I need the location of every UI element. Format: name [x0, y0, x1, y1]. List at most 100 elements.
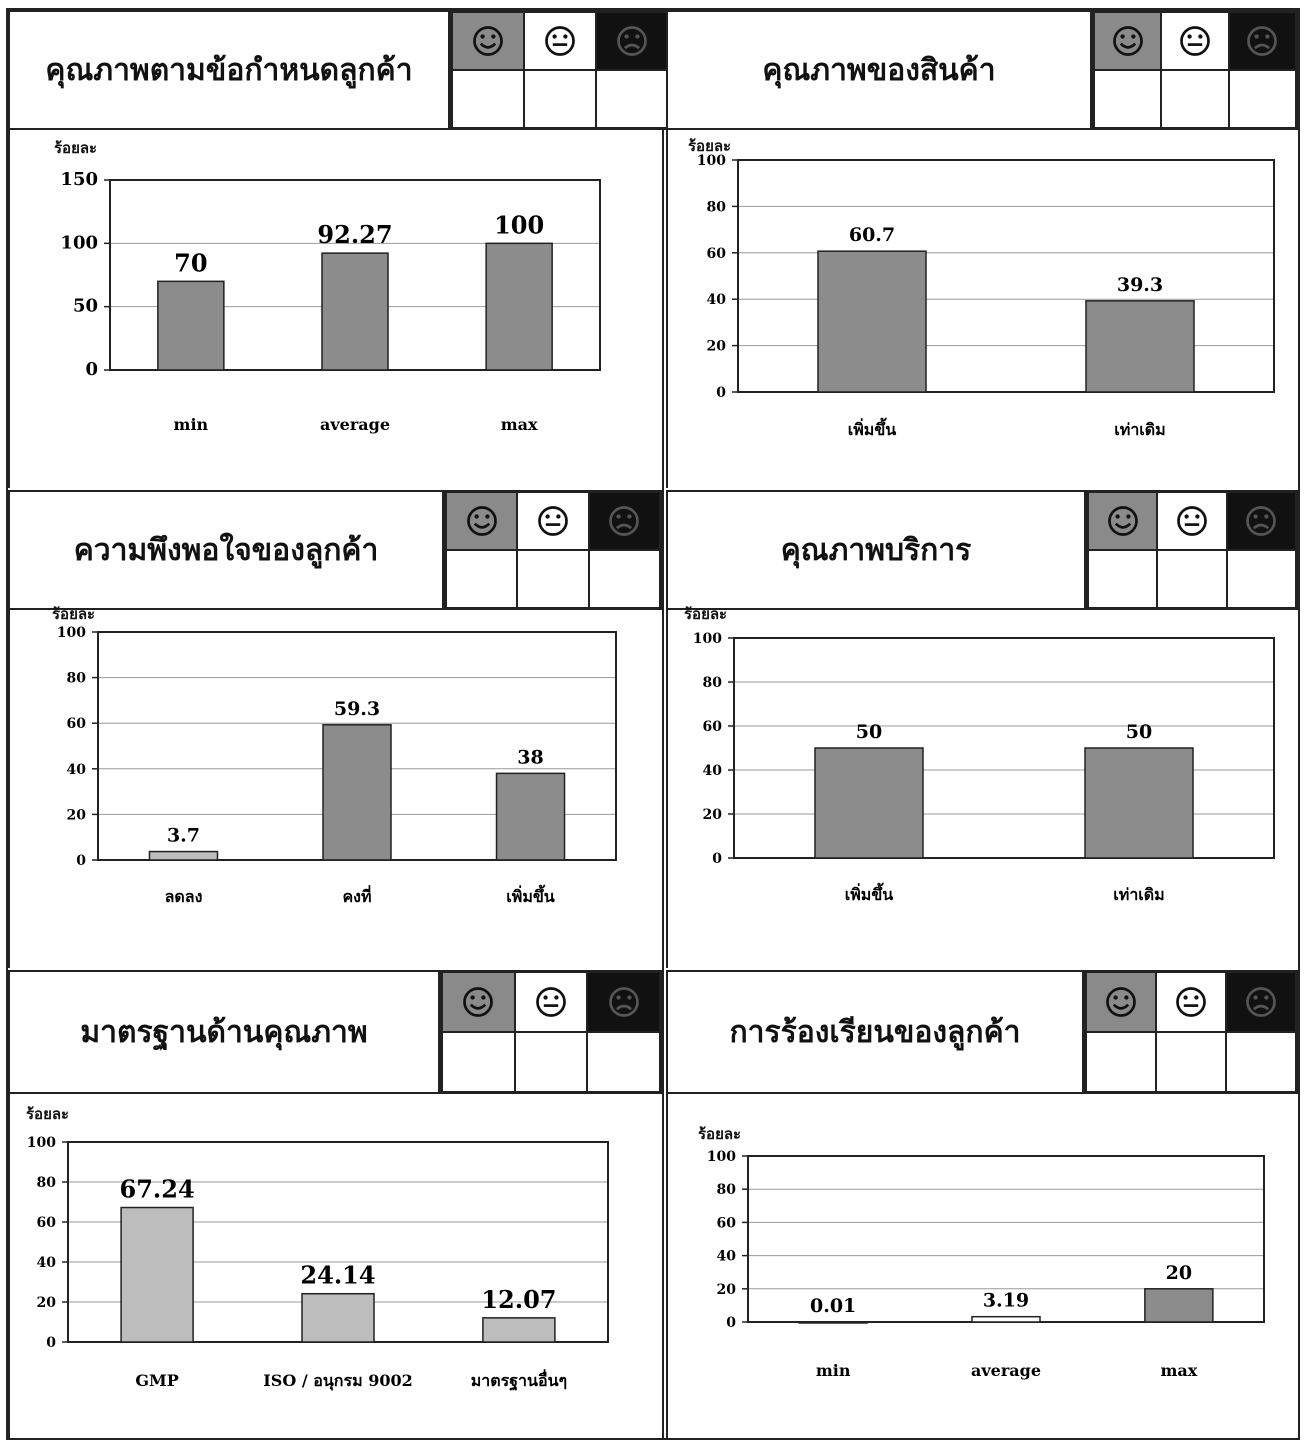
rating-mark-cell — [1157, 550, 1227, 608]
panel-header: คุณภาพตามข้อกำหนดลูกค้า — [8, 10, 450, 130]
category-label: max — [1160, 1361, 1197, 1380]
y-tick-label: 150 — [60, 169, 98, 190]
rating-mark-cell — [1088, 550, 1158, 608]
happy-face-icon-cell — [446, 492, 518, 550]
plot-frame — [737, 159, 1275, 393]
y-tick-label: 20 — [707, 339, 727, 355]
chart-panel: การร้องเรียนของลูกค้า ร้อยละ 0 20 40 60 80 100 0… — [666, 970, 1300, 1440]
category-label: คงที่ — [342, 885, 371, 906]
chart-panel: คุณภาพของสินค้า ร้อยละ 0 20 40 60 80 100 60.7 เพิ… — [666, 10, 1300, 488]
y-axis-label: ร้อยละ — [26, 1105, 70, 1123]
data-label: 50 — [856, 721, 882, 743]
rating-mark-cell — [1094, 70, 1162, 128]
sad-face-icon-cell — [1226, 492, 1296, 550]
y-tick-label: 40 — [703, 763, 723, 779]
y-tick-label: 80 — [703, 675, 723, 691]
data-label: 50 — [1126, 721, 1152, 743]
data-label: 0.01 — [810, 1295, 856, 1317]
bar-chart: 0 20 40 60 80 100 67.24 GMP 24.14 ISO / อนุกรม 90… — [27, 1135, 609, 1391]
happy-face-icon — [1107, 506, 1138, 536]
data-label: 70 — [174, 248, 207, 277]
sad-face-icon-cell — [587, 972, 660, 1032]
category-label: ISO / อนุกรม 9002 — [263, 1371, 412, 1391]
panel-header: คุณภาพบริการ — [666, 490, 1086, 610]
category-label: GMP — [135, 1371, 178, 1390]
data-label: 100 — [494, 210, 544, 239]
bar — [1144, 1288, 1214, 1323]
rating-face-grid — [450, 10, 670, 130]
category-label: max — [501, 415, 538, 434]
y-tick-label: 60 — [67, 716, 87, 732]
rating-face-grid — [444, 490, 662, 610]
y-tick-label: 0 — [726, 1315, 736, 1331]
panel-header: ความพึงพอใจของลูกค้า — [8, 490, 444, 610]
happy-face-icon-cell — [1086, 972, 1156, 1032]
neutral-face-icon-cell — [524, 12, 596, 70]
rating-face-grid — [1084, 970, 1298, 1094]
rating-mark-cell — [1226, 550, 1296, 608]
panel-header: มาตรฐานด้านคุณภาพ — [8, 970, 440, 1094]
rating-mark-cell — [517, 550, 589, 608]
y-tick-label: 80 — [67, 671, 87, 687]
panel-title: คุณภาพของสินค้า — [762, 52, 996, 88]
bar-chart: 0 20 40 60 80 100 3.7 ลดลง 59.3 คงที่ 38 เพิ่มขึ้น — [57, 625, 617, 906]
bar-chart: 0 20 40 60 80 100 60.7 เพิ่มขึ้น 39.3 เท่าเดิม — [697, 153, 1275, 439]
bar — [1084, 747, 1194, 859]
category-label: min — [816, 1361, 851, 1380]
rating-mark-cell — [1086, 1032, 1156, 1092]
category-label: ลดลง — [165, 887, 203, 906]
bar — [798, 1321, 868, 1324]
panel-title: ความพึงพอใจของลูกค้า — [73, 532, 379, 568]
y-tick-label: 80 — [37, 1175, 57, 1191]
rating-mark-cell — [587, 1032, 660, 1092]
rating-mark-cell — [452, 70, 524, 128]
y-tick-label: 0 — [85, 359, 98, 380]
neutral-face-icon-cell — [514, 972, 588, 1032]
bar — [495, 772, 566, 861]
panel-title: มาตรฐานด้านคุณภาพ — [80, 1014, 368, 1050]
bar — [817, 250, 927, 393]
data-label: 12.07 — [481, 1285, 556, 1314]
y-tick-label: 0 — [716, 385, 726, 401]
panel-header: การร้องเรียนของลูกค้า — [666, 970, 1084, 1094]
sad-face-icon — [617, 26, 647, 56]
bar — [814, 747, 924, 859]
category-label: เพิ่มขึ้น — [848, 417, 897, 439]
y-tick-label: 40 — [37, 1255, 57, 1271]
y-tick-label: 40 — [67, 762, 87, 778]
neutral-face-icon — [536, 987, 566, 1017]
rating-face-grid — [440, 970, 662, 1094]
sad-face-icon-cell — [596, 12, 668, 70]
y-tick-label: 100 — [697, 153, 726, 169]
y-tick-label: 0 — [46, 1335, 56, 1351]
bar — [301, 1292, 375, 1343]
y-tick-label: 40 — [707, 292, 727, 308]
bar — [485, 242, 553, 371]
y-tick-label: 60 — [707, 246, 727, 262]
data-label: 3.7 — [167, 825, 200, 847]
bar-chart: 0 20 40 60 80 100 0.01 min 3.19 average 20 max — [707, 1149, 1265, 1380]
data-label: 60.7 — [849, 224, 895, 246]
rating-face-grid — [1092, 10, 1298, 130]
neutral-face-icon — [538, 506, 568, 536]
neutral-face-icon — [1177, 506, 1207, 536]
neutral-face-icon-cell — [517, 492, 589, 550]
y-axis-label: ร้อยละ — [684, 605, 728, 623]
data-label: 39.3 — [1117, 274, 1163, 296]
rating-mark-cell — [1156, 1032, 1226, 1092]
category-label: เพิ่มขึ้น — [845, 882, 894, 904]
panel-title: คุณภาพบริการ — [780, 532, 972, 568]
y-tick-label: 20 — [703, 807, 723, 823]
y-tick-label: 100 — [693, 631, 722, 647]
chart-area: ร้อยละ 0 20 40 60 80 100 50 เพิ่มขึ้น 50 เท่าเดิม — [666, 605, 1300, 968]
data-label: 20 — [1166, 1262, 1192, 1284]
category-label: เพิ่มขึ้น — [506, 884, 555, 906]
neutral-face-icon-cell — [1156, 972, 1226, 1032]
neutral-face-icon-cell — [1161, 12, 1229, 70]
y-axis-label: ร้อยละ — [52, 605, 96, 623]
sad-face-icon-cell — [1228, 12, 1296, 70]
sad-face-icon — [1247, 26, 1278, 56]
y-tick-label: 20 — [67, 807, 87, 823]
bar — [1085, 300, 1195, 393]
sad-face-icon — [609, 506, 640, 536]
